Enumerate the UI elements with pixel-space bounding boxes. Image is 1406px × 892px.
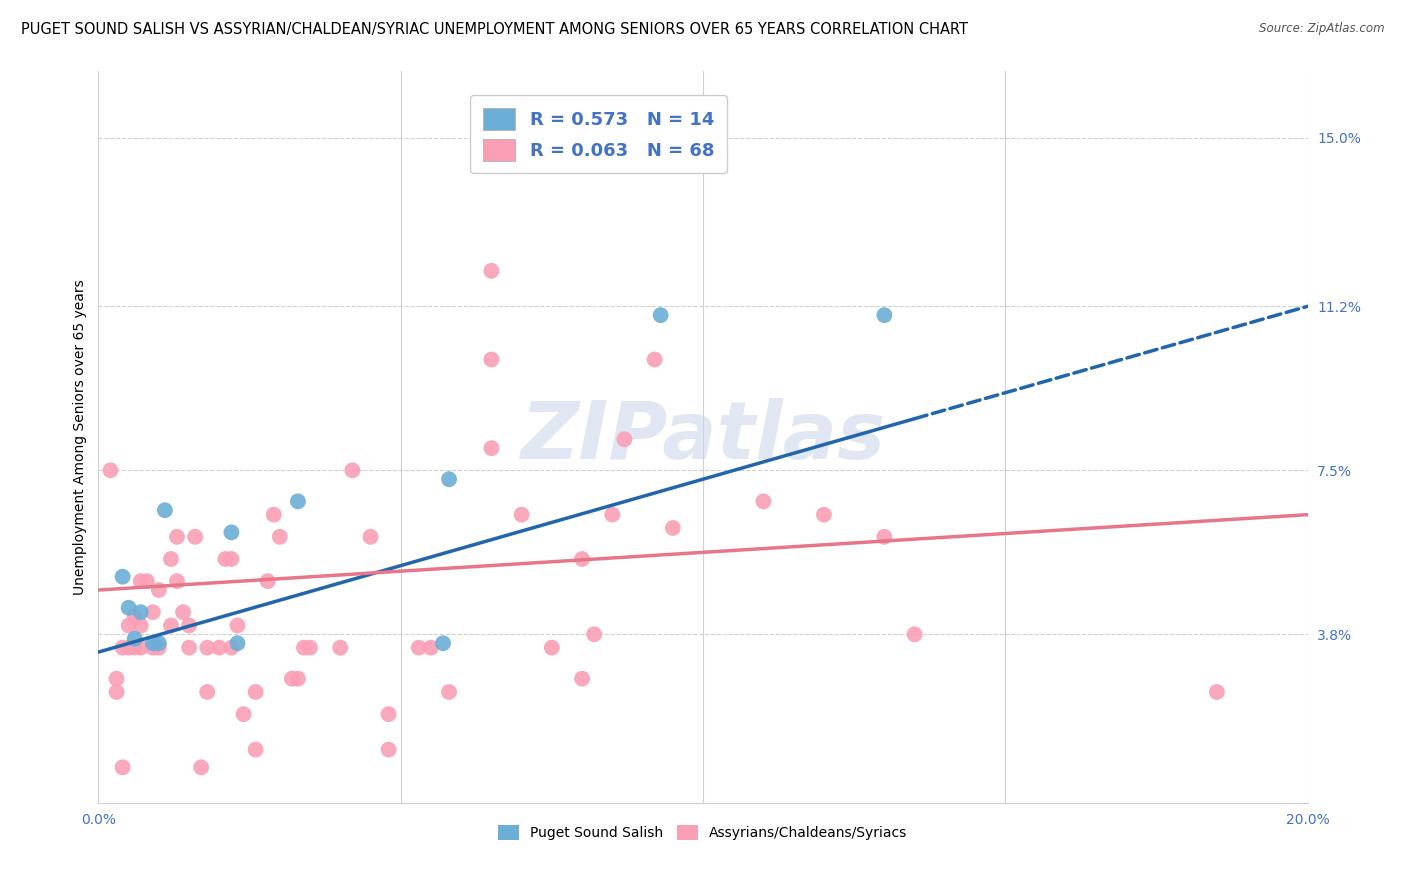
Point [148, 636, 170, 650]
Point [195, 640, 218, 655]
Point [105, 672, 128, 686]
Point [142, 605, 165, 619]
Point [184, 530, 207, 544]
Point [661, 521, 683, 535]
Point [142, 636, 165, 650]
Point [644, 352, 666, 367]
Point [160, 618, 183, 632]
Point [571, 552, 593, 566]
Point [124, 632, 146, 646]
Point [118, 640, 141, 655]
Point [873, 530, 896, 544]
Point [148, 640, 170, 655]
Point [342, 463, 364, 477]
Legend: Puget Sound Salish, Assyrians/Chaldeans/Syriacs: Puget Sound Salish, Assyrians/Chaldeans/… [492, 818, 914, 847]
Point [100, 463, 122, 477]
Point [226, 636, 249, 650]
Point [263, 508, 285, 522]
Point [148, 582, 170, 597]
Point [583, 627, 606, 641]
Point [408, 640, 430, 655]
Point [118, 618, 141, 632]
Point [613, 432, 636, 446]
Point [287, 672, 309, 686]
Point [221, 525, 243, 540]
Point [329, 640, 352, 655]
Point [118, 600, 141, 615]
Point [481, 264, 503, 278]
Point [221, 640, 243, 655]
Point [245, 685, 267, 699]
Point [1206, 685, 1229, 699]
Point [650, 308, 672, 322]
Text: PUGET SOUND SALISH VS ASSYRIAN/CHALDEAN/SYRIAC UNEMPLOYMENT AMONG SENIORS OVER 6: PUGET SOUND SALISH VS ASSYRIAN/CHALDEAN/… [21, 22, 969, 37]
Point [129, 605, 152, 619]
Point [195, 685, 218, 699]
Point [540, 640, 562, 655]
Point [190, 760, 212, 774]
Point [111, 570, 134, 584]
Point [208, 640, 231, 655]
Point [752, 494, 775, 508]
Point [232, 707, 254, 722]
Point [179, 618, 201, 632]
Text: Source: ZipAtlas.com: Source: ZipAtlas.com [1260, 22, 1385, 36]
Point [166, 574, 188, 589]
Point [873, 308, 896, 322]
Point [437, 472, 460, 486]
Point [111, 640, 134, 655]
Point [377, 742, 399, 756]
Point [281, 672, 304, 686]
Point [292, 640, 315, 655]
Point [437, 685, 460, 699]
Point [153, 503, 176, 517]
Y-axis label: Unemployment Among Seniors over 65 years: Unemployment Among Seniors over 65 years [73, 279, 87, 595]
Point [166, 530, 188, 544]
Point [481, 352, 503, 367]
Point [111, 760, 134, 774]
Point [269, 530, 291, 544]
Point [510, 508, 533, 522]
Point [813, 508, 835, 522]
Point [129, 640, 152, 655]
Point [129, 574, 152, 589]
Point [226, 618, 249, 632]
Point [377, 707, 399, 722]
Point [360, 530, 382, 544]
Point [287, 494, 309, 508]
Point [129, 618, 152, 632]
Point [904, 627, 927, 641]
Point [420, 640, 443, 655]
Point [221, 552, 243, 566]
Point [160, 552, 183, 566]
Point [245, 742, 267, 756]
Point [124, 640, 146, 655]
Point [172, 605, 194, 619]
Point [214, 552, 236, 566]
Point [602, 508, 624, 522]
Point [142, 640, 165, 655]
Point [179, 640, 201, 655]
Point [124, 609, 146, 624]
Point [256, 574, 278, 589]
Point [432, 636, 454, 650]
Text: ZIPatlas: ZIPatlas [520, 398, 886, 476]
Point [571, 672, 593, 686]
Point [135, 574, 157, 589]
Point [299, 640, 322, 655]
Point [481, 441, 503, 455]
Point [105, 685, 128, 699]
